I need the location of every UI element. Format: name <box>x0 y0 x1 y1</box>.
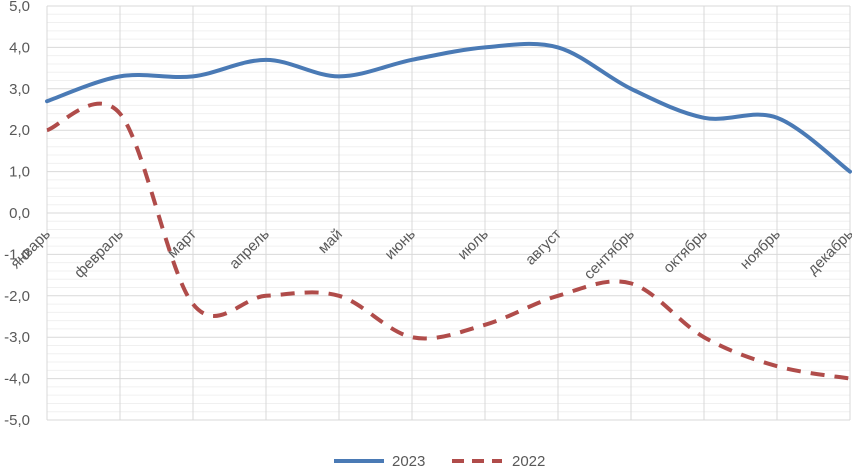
y-tick-label: 5,0 <box>9 0 30 15</box>
x-tick-label: июль <box>454 226 492 264</box>
y-tick-label: 2,0 <box>9 122 30 139</box>
y-tick-label: -3,0 <box>4 329 30 346</box>
major-gridlines <box>47 5 850 421</box>
legend-label-2022: 2022 <box>512 453 545 468</box>
x-tick-label: декабрь <box>804 226 852 279</box>
x-tick-label: июнь <box>382 226 419 263</box>
y-tick-label: -4,0 <box>4 371 30 388</box>
series-lines <box>45 41 852 381</box>
y-tick-label: 3,0 <box>9 81 30 98</box>
minor-gridlines <box>47 13 850 413</box>
y-tick-label: -1,0 <box>4 246 30 263</box>
y-tick-label: 0,0 <box>9 205 30 222</box>
y-axis-tick-labels: -5,0 -4,0 -3,0 -2,0 -1,0 0,0 1,0 2,0 3,0 4,0 5,0 <box>4 0 30 429</box>
y-tick-label: -2,0 <box>4 288 30 305</box>
legend-label-2023: 2023 <box>392 453 425 468</box>
y-tick-label: -5,0 <box>4 412 30 429</box>
y-tick-label: 4,0 <box>9 39 30 56</box>
series-line-2022 <box>46 101 851 381</box>
x-tick-label: октябрь <box>660 226 711 277</box>
x-tick-label: февраль <box>71 226 127 282</box>
y-tick-label: 1,0 <box>9 164 30 181</box>
series-line-2023 <box>45 41 852 174</box>
legend: 2023 2022 <box>334 453 545 468</box>
x-tick-label: май <box>315 226 346 257</box>
